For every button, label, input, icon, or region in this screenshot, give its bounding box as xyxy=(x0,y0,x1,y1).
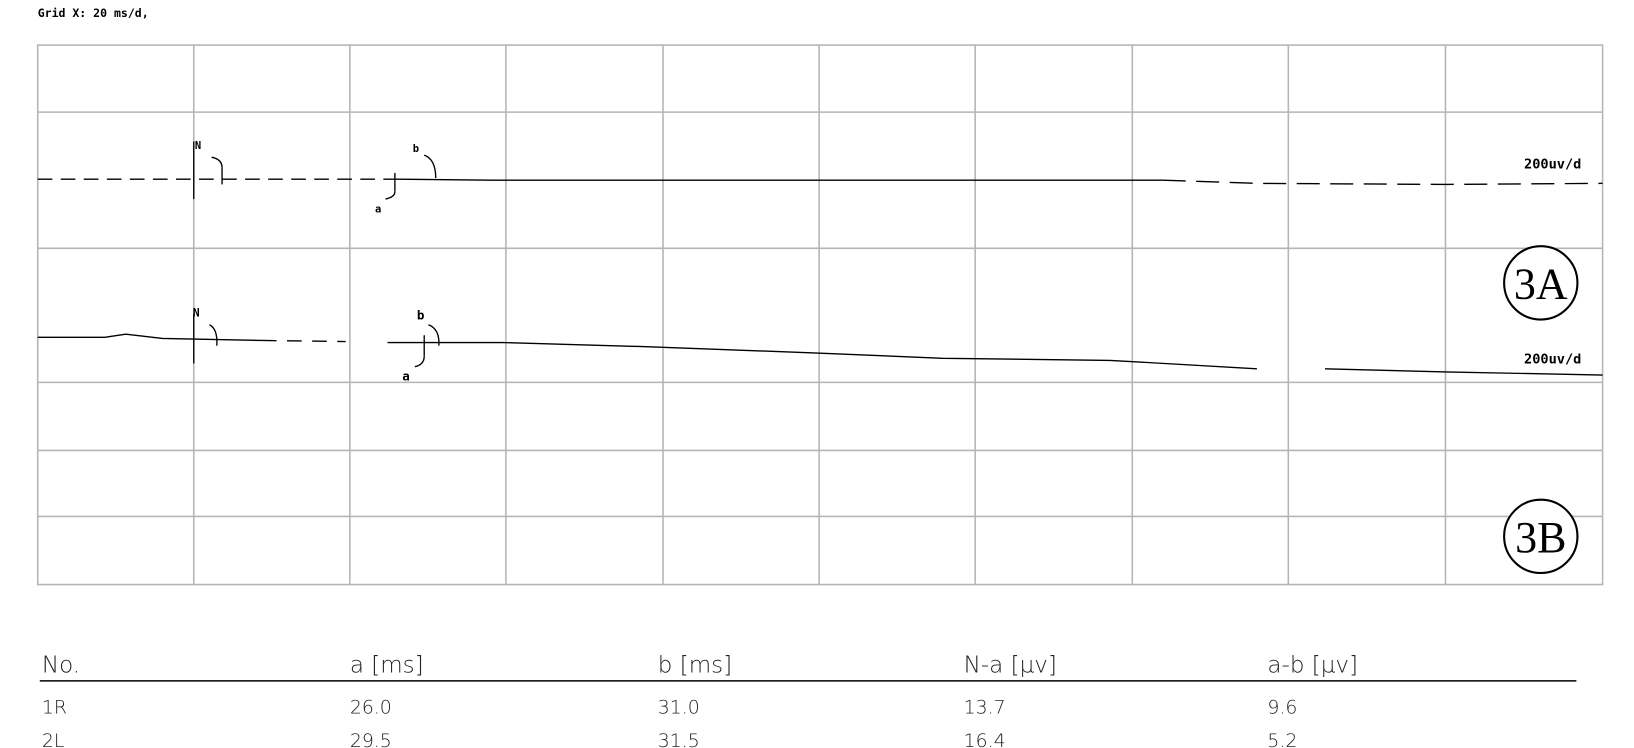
marker-n: N xyxy=(193,305,200,319)
col-header: b [ms] xyxy=(658,653,732,679)
cell: 29.5 xyxy=(350,731,392,748)
col-header: No. xyxy=(42,653,80,679)
panel-badge xyxy=(1503,498,1579,575)
marker-a: a xyxy=(402,368,410,383)
cell: 2L xyxy=(42,731,64,748)
col-header: a [ms] xyxy=(350,653,424,679)
col-header: N-a [µv] xyxy=(964,653,1057,679)
cell: 31.0 xyxy=(658,697,700,718)
marker-b: b xyxy=(417,308,425,323)
cell: 5.2 xyxy=(1267,731,1297,748)
trace-1: N a b 200uv/d xyxy=(37,140,1603,216)
cell: 1R xyxy=(42,697,67,718)
results-table: No. a [ms] b [ms] N-a [µv] a-b [µv] 1R 2… xyxy=(39,653,1577,748)
panel-label: 3B xyxy=(1515,513,1566,562)
marker-b: b xyxy=(413,143,419,155)
cell: 26.0 xyxy=(350,697,392,718)
marker-a: a xyxy=(375,204,381,216)
cell: 31.5 xyxy=(658,731,700,748)
cell: 13.7 xyxy=(964,697,1006,718)
grid-x-label: Grid X: 20 ms/d, xyxy=(38,6,149,20)
scale-label: 200uv/d xyxy=(1524,352,1581,368)
trace-2: N a b 200uv/d xyxy=(37,305,1603,383)
cell: 16.4 xyxy=(964,731,1006,748)
marker-n: N xyxy=(195,140,201,152)
col-header: a-b [µv] xyxy=(1267,653,1358,679)
scale-label: 200uv/d xyxy=(1524,157,1581,173)
panel-badge xyxy=(1503,245,1579,321)
grid xyxy=(36,44,1604,586)
cell: 9.6 xyxy=(1267,697,1297,718)
panel-label: 3A xyxy=(1514,260,1568,309)
